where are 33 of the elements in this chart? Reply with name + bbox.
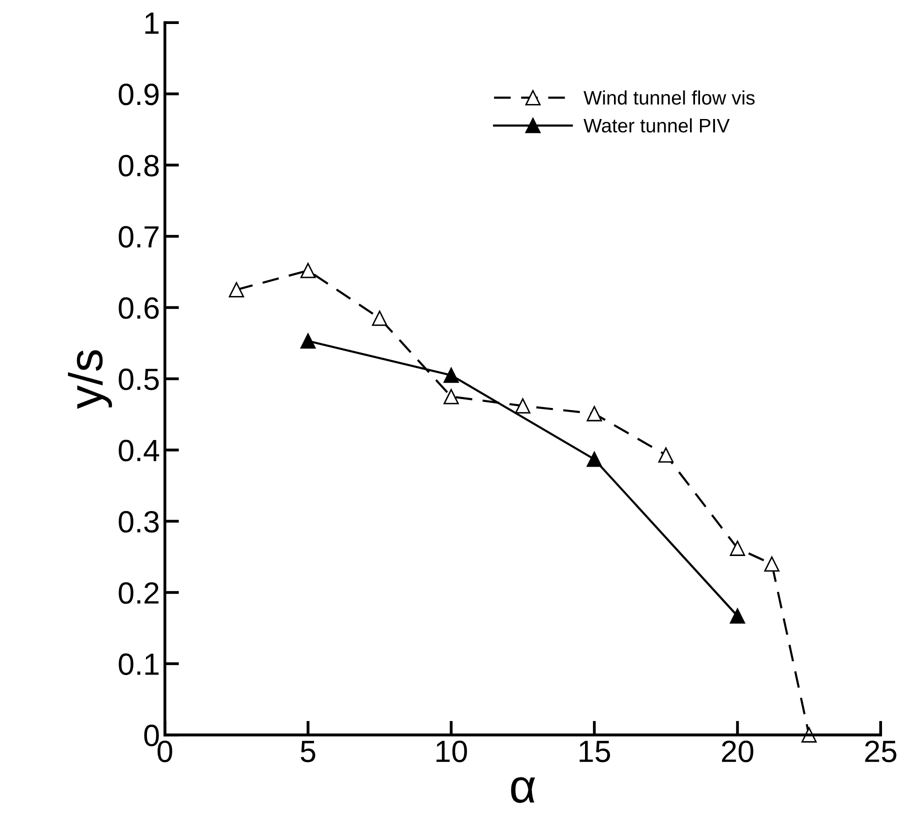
y-tick-label: 0.5 <box>118 368 159 390</box>
y-tick-label: 0.6 <box>118 297 159 319</box>
point <box>658 447 674 463</box>
point <box>372 310 388 326</box>
legend-label: Water tunnel PIV <box>584 118 730 133</box>
y-tick-label: 0.4 <box>118 440 160 462</box>
y-tick-label: 0.2 <box>118 582 158 604</box>
y-tick-label: 0.3 <box>118 510 159 533</box>
y-tick-label: 1 <box>145 12 159 34</box>
legend-label: Wind tunnel flow vis <box>584 90 755 105</box>
point <box>586 406 602 422</box>
y-axis-title: y/s <box>68 350 112 409</box>
y-tick-label: 0.7 <box>118 226 158 248</box>
y-tick-label: 0.8 <box>118 154 159 176</box>
point <box>764 556 780 572</box>
point <box>444 368 459 383</box>
y-tick-label: 0.1 <box>118 653 159 676</box>
point <box>228 282 244 298</box>
point <box>730 540 746 556</box>
y-tick-label: 0.9 <box>118 84 159 106</box>
x-tick-label: 5 <box>300 740 316 762</box>
point <box>300 333 316 349</box>
x-tick-label: 20 <box>722 740 754 762</box>
x-tick-label: 15 <box>580 740 610 762</box>
point <box>730 608 746 624</box>
x-tick-label: 10 <box>436 740 467 762</box>
x-tick-label: 25 <box>865 740 896 762</box>
point <box>586 452 602 467</box>
point <box>444 388 459 404</box>
point <box>300 262 316 278</box>
point <box>515 398 530 414</box>
x-axis-title: α <box>511 777 536 803</box>
y-tick-label: 0 <box>144 724 159 746</box>
